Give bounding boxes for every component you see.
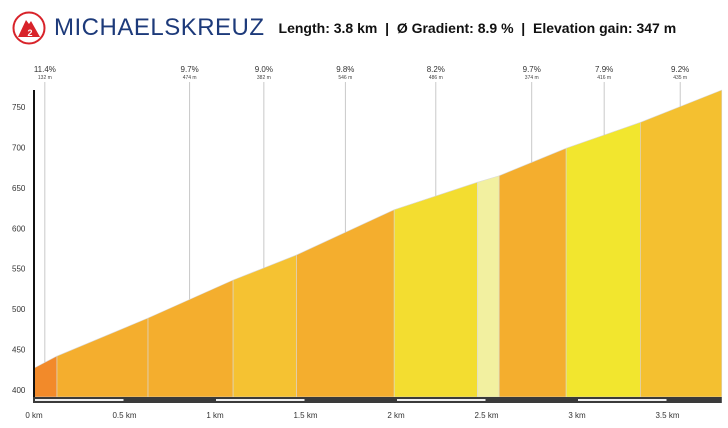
- gradient-label: 9.8%: [336, 65, 354, 74]
- profile-segment: [640, 89, 723, 398]
- profile-segment: [232, 254, 297, 398]
- x-axis-scale-dash: [216, 399, 305, 401]
- x-tick-label: 2 km: [387, 411, 405, 420]
- gradient-label: 9.0%: [255, 65, 273, 74]
- gradient-label: 8.2%: [427, 65, 445, 74]
- profile-segment: [498, 147, 567, 398]
- segment-length-label: 132 m: [38, 75, 52, 81]
- x-axis-bar: [33, 397, 722, 403]
- x-tick-label: 1 km: [206, 411, 224, 420]
- profile-segment: [393, 181, 478, 398]
- gradient-label: 7.9%: [595, 65, 613, 74]
- profile-segment: [33, 355, 58, 398]
- climb-stats: Length: 3.8 km | Ø Gradient: 8.9 % | Ele…: [278, 20, 677, 36]
- profile-segment: [565, 121, 641, 398]
- climb-title: MICHAELSKREUZ: [54, 14, 265, 41]
- y-tick-label: 550: [12, 265, 26, 274]
- profile-segment: [56, 317, 149, 398]
- gradient-label: 9.7%: [523, 65, 541, 74]
- y-tick-label: 750: [12, 103, 26, 112]
- x-axis-scale-dash: [578, 399, 667, 401]
- x-axis-scale-dash: [397, 399, 486, 401]
- segment-length-label: 435 m: [673, 75, 687, 81]
- y-tick-label: 450: [12, 346, 26, 355]
- gradient-label: 9.7%: [181, 65, 199, 74]
- y-tick-label: 400: [12, 386, 26, 395]
- profile-segment: [147, 279, 234, 398]
- y-tick-label: 600: [12, 224, 26, 233]
- y-tick-label: 500: [12, 305, 26, 314]
- x-axis-scale-dash: [35, 399, 124, 401]
- mountain-logo-icon: 2: [12, 11, 46, 45]
- gradient-label: 11.4%: [34, 65, 56, 74]
- segment-length-label: 486 m: [429, 75, 443, 81]
- segment-length-label: 546 m: [338, 75, 352, 81]
- y-tick-label: 700: [12, 143, 26, 152]
- x-tick-label: 2.5 km: [474, 411, 498, 420]
- profile-segment: [477, 175, 500, 398]
- y-tick-label: 650: [12, 184, 26, 193]
- x-tick-label: 0 km: [25, 411, 43, 420]
- segment-length-label: 474 m: [183, 75, 197, 81]
- profile-segment: [296, 209, 395, 398]
- x-tick-label: 0.5 km: [112, 411, 136, 420]
- x-tick-label: 3 km: [568, 411, 586, 420]
- x-tick-label: 1.5 km: [293, 411, 317, 420]
- header: 2 MICHAELSKREUZ Length: 3.8 km | Ø Gradi…: [12, 10, 676, 46]
- segment-length-label: 416 m: [597, 75, 611, 81]
- svg-text:2: 2: [27, 28, 32, 38]
- segment-length-label: 382 m: [257, 75, 271, 81]
- gradient-label: 9.2%: [671, 65, 689, 74]
- x-tick-label: 3.5 km: [655, 411, 679, 420]
- segment-length-label: 374 m: [525, 75, 539, 81]
